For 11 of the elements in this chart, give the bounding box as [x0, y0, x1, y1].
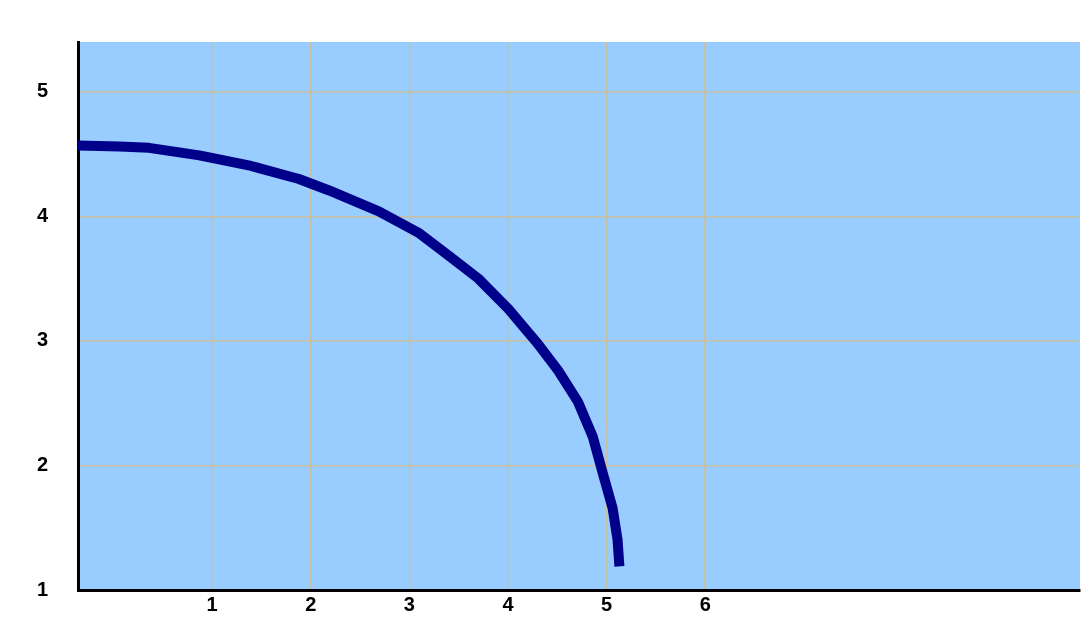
x-tick-label: 5 — [601, 592, 613, 615]
x-tick-label: 2 — [305, 592, 317, 615]
x-tick-label: 1 — [206, 592, 218, 615]
y-tick-label: 2 — [36, 452, 48, 475]
y-tick-label: 5 — [36, 79, 48, 102]
x-tick-label: 4 — [502, 592, 515, 615]
x-tick-label: 3 — [403, 592, 415, 615]
y-tick-label: 3 — [36, 328, 48, 351]
y-tick-label: 4 — [36, 203, 49, 226]
x-tick-label: 6 — [699, 592, 711, 615]
y-tick-label: 1 — [36, 577, 48, 600]
